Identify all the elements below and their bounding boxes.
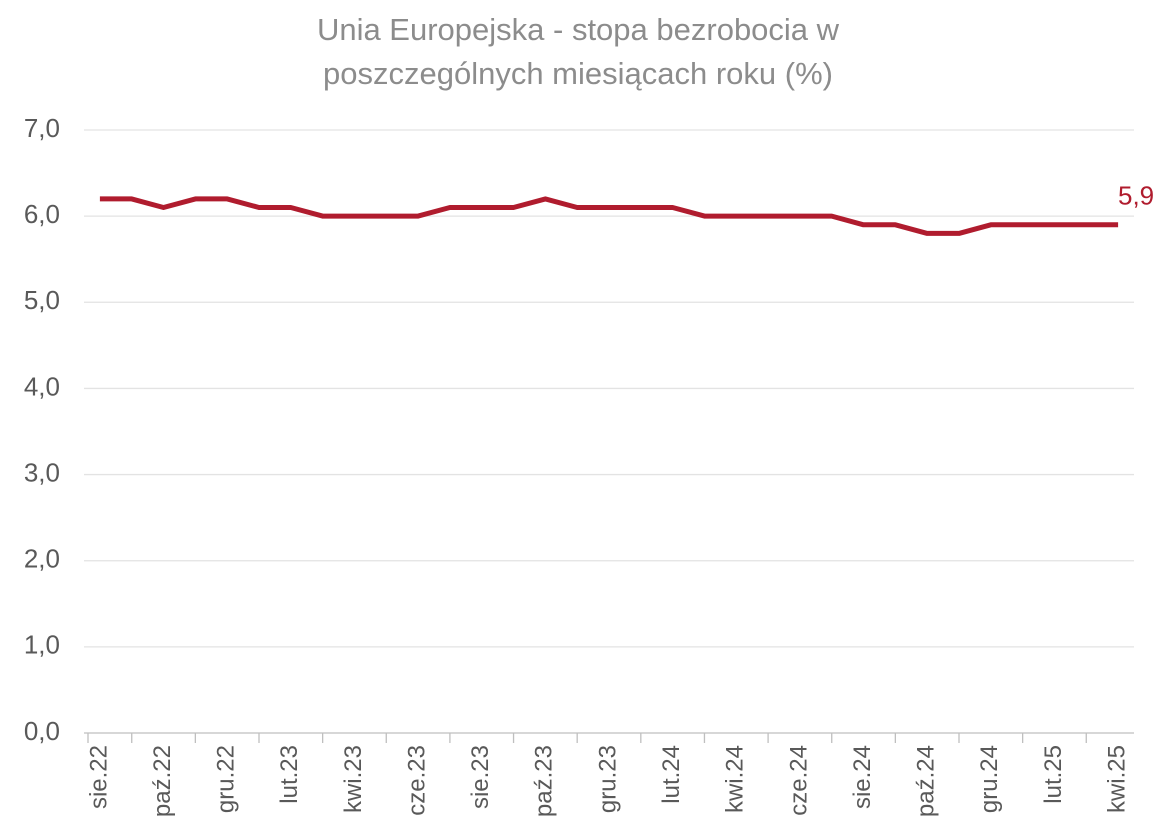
x-tick-label: cze.23 — [403, 745, 430, 816]
y-tick-label: 0,0 — [24, 716, 60, 746]
x-tick-label: gru.22 — [213, 745, 240, 813]
chart-title: Unia Europejska - stopa bezrobocia w pos… — [316, 12, 840, 91]
x-tick-label: gru.23 — [594, 745, 621, 813]
y-tick-label: 5,0 — [24, 285, 60, 315]
x-tick-label: lut.23 — [276, 745, 303, 804]
x-tick-label: kwi.23 — [340, 745, 367, 813]
y-tick-label: 6,0 — [24, 199, 60, 229]
x-tick-label: cze.24 — [785, 745, 812, 816]
y-tick-label: 3,0 — [24, 457, 60, 487]
x-tick-label: kwi.25 — [1103, 745, 1130, 813]
x-tick-label: paź.22 — [149, 745, 176, 817]
x-tick-label: sie.22 — [85, 745, 112, 809]
y-tick-label: 7,0 — [24, 113, 60, 143]
y-tick-label: 2,0 — [24, 544, 60, 574]
line — [99, 196, 1119, 236]
x-tick-label: sie.23 — [467, 745, 494, 809]
x-tick-label: paź.23 — [531, 745, 558, 817]
x-tick-label: lut.24 — [658, 745, 685, 804]
x-tick-label: sie.24 — [849, 745, 876, 809]
x-tick-label: kwi.24 — [722, 745, 749, 813]
y-tick-label: 4,0 — [24, 371, 60, 401]
x-tick-label: lut.25 — [1040, 745, 1067, 804]
y-tick-label: 1,0 — [24, 630, 60, 660]
data-label: 5,9 — [1118, 181, 1154, 211]
x-tick-label: paź.24 — [913, 745, 940, 817]
x-tick-label: gru.24 — [976, 745, 1003, 813]
